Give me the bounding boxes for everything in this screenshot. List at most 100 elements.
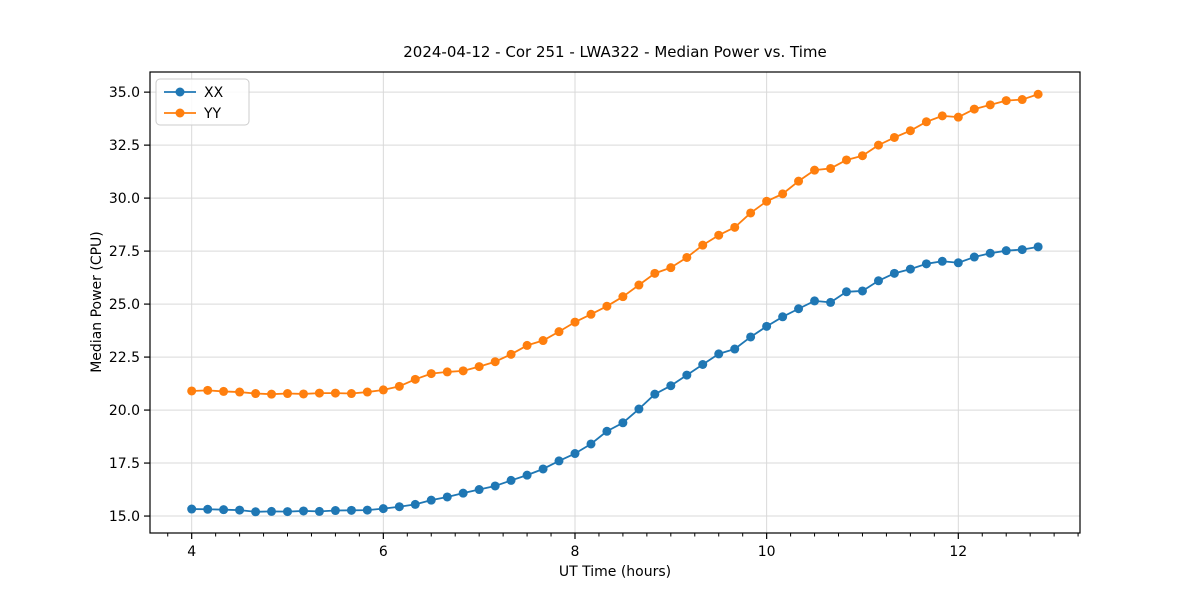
data-point-xx — [937, 256, 947, 266]
data-point-yy — [730, 222, 740, 232]
data-point-yy — [586, 309, 596, 319]
data-point-xx — [682, 370, 692, 380]
data-point-xx — [490, 481, 500, 491]
legend-marker — [175, 108, 185, 118]
data-point-yy — [283, 389, 293, 399]
data-point-xx — [235, 505, 245, 515]
data-point-xx — [985, 248, 995, 258]
y-tick-label: 25.0 — [109, 297, 140, 313]
data-point-yy — [714, 230, 724, 240]
data-point-xx — [1001, 246, 1011, 256]
data-point-yy — [634, 280, 644, 290]
data-point-xx — [283, 507, 293, 517]
chart-title: 2024-04-12 - Cor 251 - LWA322 - Median P… — [403, 43, 827, 61]
data-point-yy — [187, 386, 197, 396]
legend-label: XX — [204, 85, 224, 101]
data-point-yy — [267, 389, 277, 399]
legend-marker — [175, 87, 185, 97]
data-point-xx — [826, 297, 836, 307]
data-point-xx — [251, 507, 261, 517]
data-point-xx — [442, 492, 452, 502]
data-point-yy — [905, 126, 915, 136]
data-point-yy — [762, 196, 772, 206]
data-point-xx — [187, 504, 197, 514]
data-point-xx — [570, 449, 580, 459]
data-point-xx — [219, 505, 229, 515]
data-point-xx — [794, 304, 804, 314]
data-point-yy — [554, 327, 564, 337]
data-point-yy — [985, 100, 995, 110]
data-point-yy — [794, 176, 804, 186]
y-tick-label: 35.0 — [109, 85, 140, 101]
y-tick-label: 17.5 — [109, 456, 140, 472]
data-point-yy — [937, 111, 947, 121]
data-point-xx — [474, 485, 484, 495]
data-point-yy — [346, 389, 356, 399]
data-point-xx — [698, 359, 708, 369]
data-point-xx — [394, 502, 404, 512]
data-point-xx — [841, 287, 851, 297]
data-point-xx — [762, 321, 772, 331]
x-tick-label: 4 — [187, 544, 196, 560]
legend-box — [155, 78, 250, 126]
data-point-xx — [778, 312, 788, 322]
data-point-xx — [458, 488, 468, 498]
y-tick-label: 27.5 — [109, 244, 140, 260]
data-point-yy — [746, 208, 756, 218]
data-point-xx — [299, 506, 309, 516]
data-point-yy — [826, 163, 836, 173]
data-point-xx — [953, 258, 963, 268]
axes-spines — [149, 71, 1081, 534]
data-point-yy — [251, 389, 261, 399]
series-line-xx — [191, 245, 1039, 513]
data-point-yy — [458, 366, 468, 376]
data-point-xx — [714, 349, 724, 359]
data-point-xx — [586, 439, 596, 449]
x-tick-label: 12 — [949, 544, 967, 560]
data-point-xx — [203, 504, 213, 514]
data-point-xx — [666, 381, 676, 391]
data-point-xx — [810, 296, 820, 306]
data-point-yy — [969, 104, 979, 114]
data-point-xx — [554, 456, 564, 466]
data-point-yy — [410, 374, 420, 384]
data-point-yy — [602, 301, 612, 311]
y-tick-label: 32.5 — [109, 138, 140, 154]
data-point-yy — [522, 340, 532, 350]
data-point-xx — [506, 475, 516, 485]
data-point-yy — [203, 385, 213, 395]
data-point-yy — [378, 385, 388, 395]
x-tick-label: 6 — [379, 544, 388, 560]
data-point-xx — [1017, 245, 1027, 255]
x-axis-label: UT Time (hours) — [558, 564, 672, 580]
data-point-xx — [346, 505, 356, 515]
data-point-yy — [650, 268, 660, 278]
data-point-yy — [1033, 89, 1043, 99]
data-point-yy — [442, 367, 452, 377]
data-point-yy — [490, 357, 500, 367]
data-point-xx — [378, 504, 388, 514]
data-point-xx — [889, 268, 899, 278]
data-point-yy — [506, 349, 516, 359]
x-tick-label: 10 — [758, 544, 776, 560]
data-point-yy — [953, 112, 963, 122]
data-point-xx — [362, 505, 372, 515]
data-point-xx — [330, 506, 340, 516]
data-point-yy — [666, 263, 676, 273]
data-point-yy — [1001, 96, 1011, 106]
data-point-xx — [921, 259, 931, 269]
data-point-yy — [394, 381, 404, 391]
y-axis-label: Median Power (CPU) — [89, 231, 105, 373]
data-point-yy — [618, 292, 628, 302]
data-point-xx — [538, 464, 548, 474]
data-point-yy — [889, 132, 899, 142]
data-point-xx — [267, 506, 277, 516]
data-point-xx — [314, 506, 324, 516]
series-line-yy — [191, 93, 1039, 396]
y-tick-label: 15.0 — [109, 509, 140, 525]
data-point-yy — [474, 362, 484, 372]
data-point-xx — [602, 426, 612, 436]
data-point-yy — [682, 252, 692, 262]
